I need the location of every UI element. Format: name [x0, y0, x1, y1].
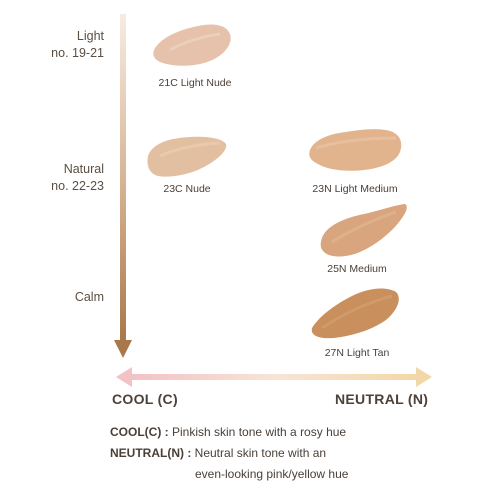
swatch-25n-medium	[320, 204, 407, 257]
tier-label-natural: Natural no. 22-23	[51, 162, 104, 193]
tier-label-light: Light no. 19-21	[51, 29, 104, 60]
legend-neutral-text-1: Neutral skin tone with an	[194, 446, 327, 460]
shade-label-23c: 23C Nude	[163, 183, 211, 195]
shade-label-27n: 27N Light Tan	[324, 347, 390, 359]
tier-label-calm: Calm	[74, 290, 104, 304]
swatch-23n-light-medium	[309, 129, 402, 171]
shade-label-25n: 25N Medium	[327, 263, 387, 275]
legend-cool: COOL(C) : Pinkish skin tone with a rosy …	[110, 425, 346, 439]
swatch-23c-nude	[147, 136, 227, 177]
legend-cool-key: COOL(C) :	[110, 425, 169, 439]
swatch-27n-light-tan	[311, 288, 399, 339]
swatch-21c-light-nude	[153, 24, 231, 66]
vertical-tone-arrow	[114, 14, 132, 358]
legend-neutral-continued: even-looking pink/yellow hue	[195, 467, 349, 481]
horizontal-undertone-arrow	[116, 367, 432, 387]
legend-neutral: NEUTRAL(N) : Neutral skin tone with an	[110, 446, 326, 460]
legend-cool-text: Pinkish skin tone with a rosy hue	[172, 425, 347, 439]
shade-label-23n: 23N Light Medium	[312, 183, 398, 195]
axis-label-cool: COOL (C)	[112, 391, 178, 407]
axis-label-neutral: NEUTRAL (N)	[335, 391, 429, 407]
legend-neutral-key: NEUTRAL(N) :	[110, 446, 192, 460]
shade-label-21c: 21C Light Nude	[158, 77, 232, 89]
